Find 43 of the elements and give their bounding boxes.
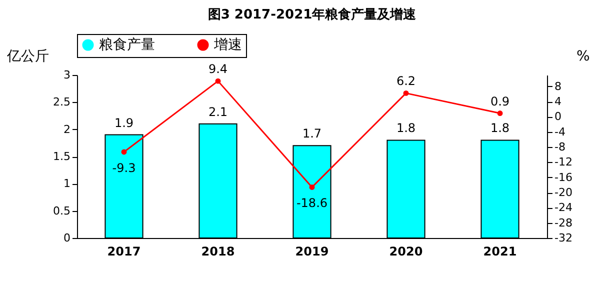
y2-tick-label: -20 <box>554 186 572 200</box>
y-tick-label: 0.5 <box>53 204 70 218</box>
x-tick-label: 2017 <box>107 244 141 258</box>
y-tick-label: 3 <box>64 68 70 82</box>
data-label: 1.8 <box>490 121 510 136</box>
y2-tick-label: 4 <box>554 95 562 108</box>
chart-title: 图3 2017-2021年粮食产量及增速 <box>208 6 418 22</box>
y2-axis-title: % <box>576 48 590 64</box>
point <box>309 184 315 190</box>
point <box>497 110 503 116</box>
data-label: 1.9 <box>114 116 134 130</box>
data-label: 6.2 <box>396 74 416 88</box>
y2-tick-label: -16 <box>554 170 572 184</box>
y2-tick-label: -24 <box>554 201 572 214</box>
y-tick-label: 0 <box>64 232 70 244</box>
data-label: 2.1 <box>208 104 228 119</box>
data-label: 1.8 <box>396 121 416 136</box>
data-label: 0.9 <box>490 94 510 108</box>
y-tick-label: 1 <box>64 177 70 190</box>
legend-label: 粮食产量 <box>99 37 155 53</box>
y2-tick-label: -28 <box>554 216 572 230</box>
y-tick-label: 1.5 <box>53 150 70 163</box>
point <box>121 149 127 155</box>
y-tick-label: 2 <box>64 122 70 136</box>
data-label: -18.6 <box>296 196 328 210</box>
y2-tick-label: 8 <box>554 80 562 93</box>
y-tick-label: 2.5 <box>53 96 70 109</box>
legend-label: 增速 <box>213 37 242 53</box>
x-tick-label: 2018 <box>201 244 235 258</box>
data-label: -9.3 <box>112 160 136 175</box>
x-tick-label: 2019 <box>295 244 329 258</box>
point <box>403 90 409 96</box>
x-tick-label: 2020 <box>389 244 423 258</box>
y2-tick-label: -4 <box>554 125 566 138</box>
y2-tick-label: -12 <box>554 156 572 169</box>
y2-tick-label: 0 <box>554 110 562 124</box>
x-tick-label: 2021 <box>483 244 517 258</box>
data-label: 9.4 <box>208 62 228 76</box>
y-axis-title: 亿公斤 <box>6 48 50 64</box>
y2-tick-label: -8 <box>554 140 566 154</box>
y2-tick-label: -32 <box>554 232 572 244</box>
data-label: 1.7 <box>302 126 322 141</box>
point <box>215 78 221 84</box>
